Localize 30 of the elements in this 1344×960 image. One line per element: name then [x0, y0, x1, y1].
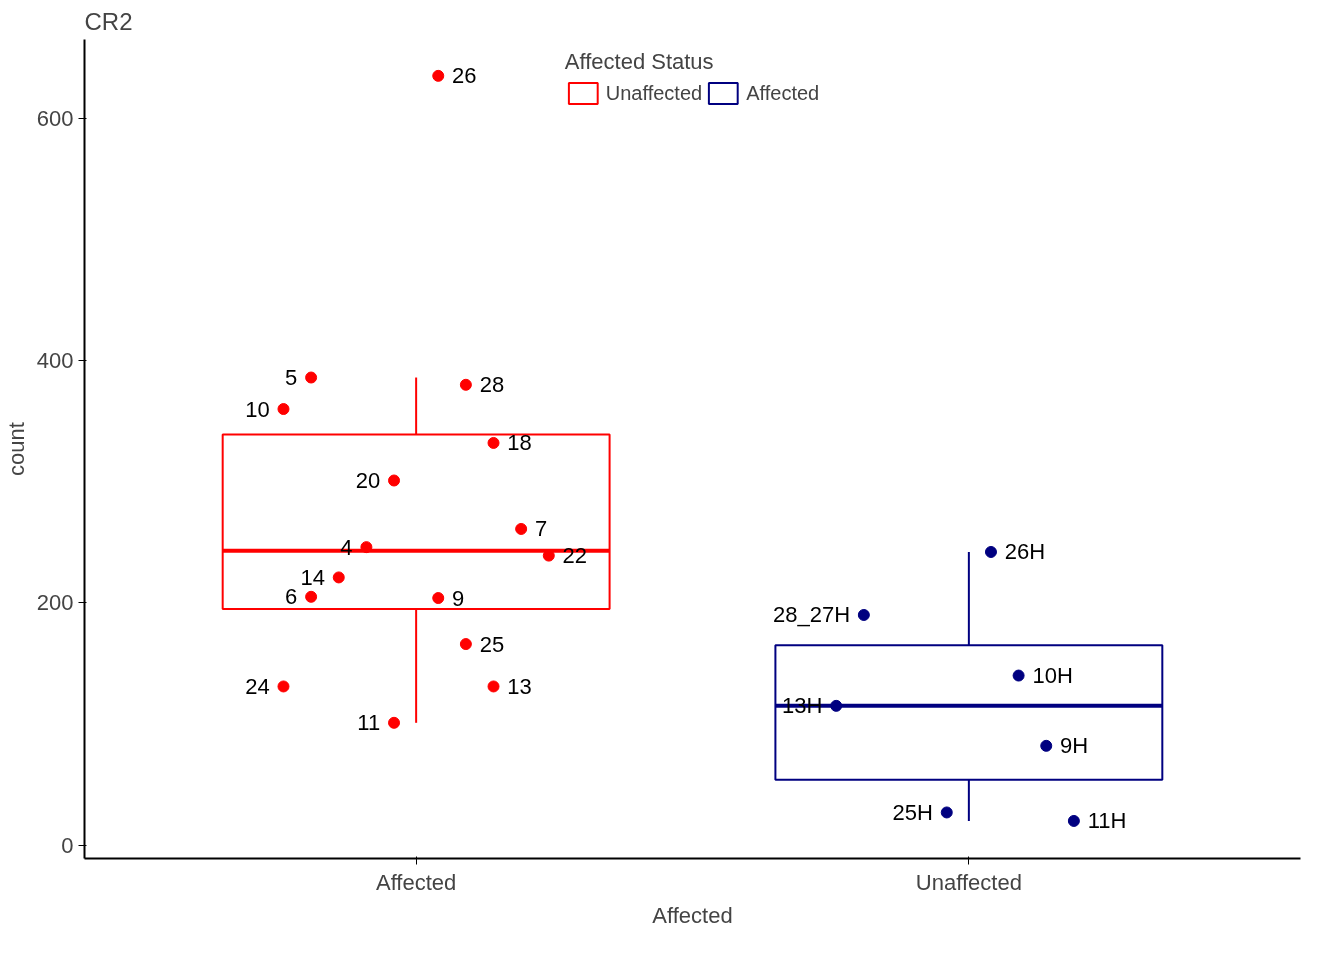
annotation: 5 [285, 365, 298, 391]
annotation: 10H [1032, 663, 1073, 689]
y-axis-title: count [3, 422, 29, 476]
x-axis-title: Affected [652, 902, 733, 928]
chart-title: CR2 [84, 7, 133, 35]
annotation: 24 [245, 673, 270, 699]
annotation: 25 [479, 631, 505, 657]
y-tick-label: 0 [61, 832, 74, 858]
legend-label: Unaffected [605, 81, 703, 105]
annotation: 9 [452, 585, 465, 611]
annotation: 13 [507, 673, 532, 699]
annotation: 9H [1060, 733, 1089, 759]
y-tick-label: 200 [36, 590, 74, 616]
annotation: 10 [245, 396, 270, 422]
y-tick-label: 400 [36, 348, 74, 374]
annotation: 7 [534, 516, 548, 542]
annotation: 28 [479, 372, 505, 398]
annotation: 11H [1087, 808, 1127, 834]
annotation: 14 [300, 564, 325, 590]
annotation: 25H [892, 799, 933, 825]
annotation: 26 [452, 63, 477, 89]
annotation: 26H [1004, 539, 1046, 565]
annotation: 6 [285, 584, 298, 610]
annotation: 18 [507, 430, 532, 456]
annotation: 11 [357, 710, 381, 736]
annotation: 20 [355, 468, 381, 493]
legend-title: Affected Status [564, 49, 715, 75]
annotation: 28_27H [772, 602, 851, 628]
legend-label: Affected [746, 81, 820, 105]
y-tick-label: 600 [36, 105, 74, 131]
